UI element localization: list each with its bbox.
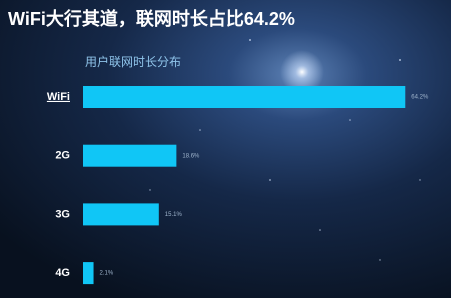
- page: WiFi大行其道，联网时长占比64.2% 用户联网时长分布 WiFi 64.2% 2…: [0, 0, 451, 298]
- category-label: 2G: [55, 150, 70, 162]
- bar: [83, 262, 94, 284]
- category-label: WiFi: [47, 91, 70, 103]
- bar: [83, 86, 405, 108]
- value-label: 15.1%: [165, 212, 183, 218]
- chart-title: WiFi大行其道，联网时长占比64.2%: [8, 8, 295, 29]
- category-label: 4G: [55, 267, 70, 279]
- value-label: 64.2%: [411, 95, 429, 101]
- value-label: 2.1%: [100, 271, 114, 277]
- value-label: 18.6%: [182, 153, 200, 159]
- category-label: 3G: [55, 208, 70, 220]
- chart: WiFi大行其道，联网时长占比64.2% 用户联网时长分布 WiFi 64.2% 2…: [0, 0, 451, 298]
- bar: [83, 203, 159, 225]
- chart-subtitle: 用户联网时长分布: [85, 54, 181, 69]
- bar: [83, 145, 176, 167]
